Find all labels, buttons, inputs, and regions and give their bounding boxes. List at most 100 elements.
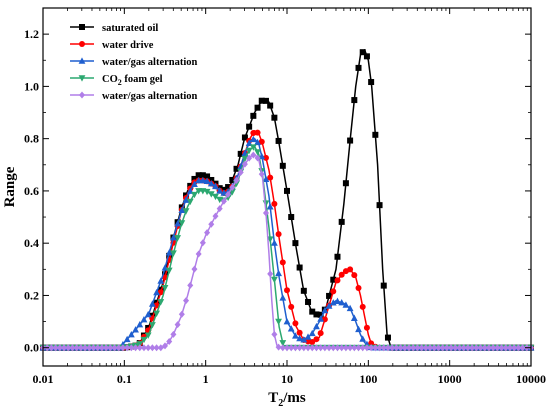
data-point (456, 344, 463, 352)
data-point (195, 250, 202, 258)
data-point (208, 176, 215, 183)
data-point (359, 335, 367, 342)
data-point (132, 326, 139, 333)
legend-item-1: saturated oil (70, 23, 158, 34)
data-point (284, 287, 290, 294)
data-point (418, 344, 425, 352)
data-point (157, 289, 164, 296)
data-point (127, 330, 135, 338)
data-point (115, 344, 122, 352)
data-point (149, 344, 156, 352)
legend-item-4: CO2 foam gel (70, 74, 163, 87)
data-point (363, 324, 370, 331)
data-point (254, 138, 261, 146)
data-point (128, 344, 135, 352)
y-tick-label: 0.4 (24, 236, 39, 250)
data-point (107, 344, 114, 352)
data-point (249, 144, 257, 151)
data-point (52, 344, 59, 352)
y-tick-label: 1.0 (24, 79, 39, 93)
data-point (245, 147, 253, 155)
data-point (477, 344, 484, 352)
data-point (355, 284, 362, 291)
data-point (397, 344, 404, 352)
data-point (203, 188, 211, 196)
data-point (207, 191, 215, 198)
data-point (473, 344, 480, 352)
data-point (229, 183, 236, 191)
x-axis-title: T2/ms (268, 390, 306, 409)
data-point (313, 311, 320, 318)
data-point (363, 53, 370, 60)
data-point (439, 344, 446, 352)
data-point (207, 180, 215, 187)
data-point (174, 321, 181, 329)
data-point (165, 249, 173, 256)
data-point (144, 332, 152, 339)
data-point (347, 266, 354, 273)
data-point (191, 180, 198, 187)
data-point (342, 180, 349, 187)
data-point (174, 235, 182, 242)
data-point (368, 344, 375, 352)
legend-label: CO2 foam gel (102, 74, 163, 87)
data-point (275, 318, 282, 326)
legend-marker (79, 41, 85, 47)
data-point (326, 292, 333, 299)
data-point (338, 344, 345, 352)
data-point (157, 277, 165, 284)
data-point (229, 176, 236, 183)
data-point (380, 344, 387, 352)
data-point (284, 344, 290, 352)
data-point (304, 333, 312, 340)
data-point (427, 344, 434, 352)
data-point (249, 135, 257, 143)
data-point (494, 344, 501, 352)
data-point (199, 176, 207, 184)
data-point (254, 154, 261, 162)
data-point (292, 332, 299, 339)
data-point (262, 154, 269, 161)
data-point (330, 276, 337, 283)
data-point (267, 270, 274, 278)
data-point (338, 298, 346, 306)
y-tick-label: 0.8 (24, 132, 39, 146)
data-point (178, 206, 186, 214)
data-point (182, 196, 190, 203)
legend-marker (78, 75, 86, 82)
data-point (342, 344, 349, 352)
data-point (246, 154, 253, 162)
data-point (300, 336, 308, 343)
data-point (191, 191, 198, 199)
data-point (368, 340, 375, 347)
data-point (161, 284, 169, 292)
data-point (250, 112, 257, 119)
data-point (313, 322, 320, 330)
data-point (300, 287, 307, 294)
legend-marker (79, 91, 85, 99)
data-point (145, 344, 152, 352)
data-point (111, 344, 118, 352)
x-tick-label: 0.01 (33, 372, 54, 386)
data-point (267, 174, 274, 181)
data-point (292, 320, 299, 327)
data-point (153, 344, 160, 352)
data-point (170, 330, 177, 338)
data-point (334, 297, 341, 304)
data-point (376, 202, 383, 209)
data-point (157, 299, 165, 306)
data-point (351, 272, 358, 279)
data-point (372, 344, 379, 352)
data-point (275, 269, 282, 277)
data-point (270, 276, 278, 284)
data-point (350, 314, 358, 321)
data-point (490, 344, 497, 352)
data-point (355, 344, 362, 352)
data-point (119, 344, 126, 352)
data-point (271, 330, 278, 338)
data-point (317, 315, 325, 322)
x-tick-label: 100 (359, 372, 377, 386)
data-point (279, 294, 287, 301)
data-point (414, 344, 421, 352)
data-point (94, 344, 101, 352)
